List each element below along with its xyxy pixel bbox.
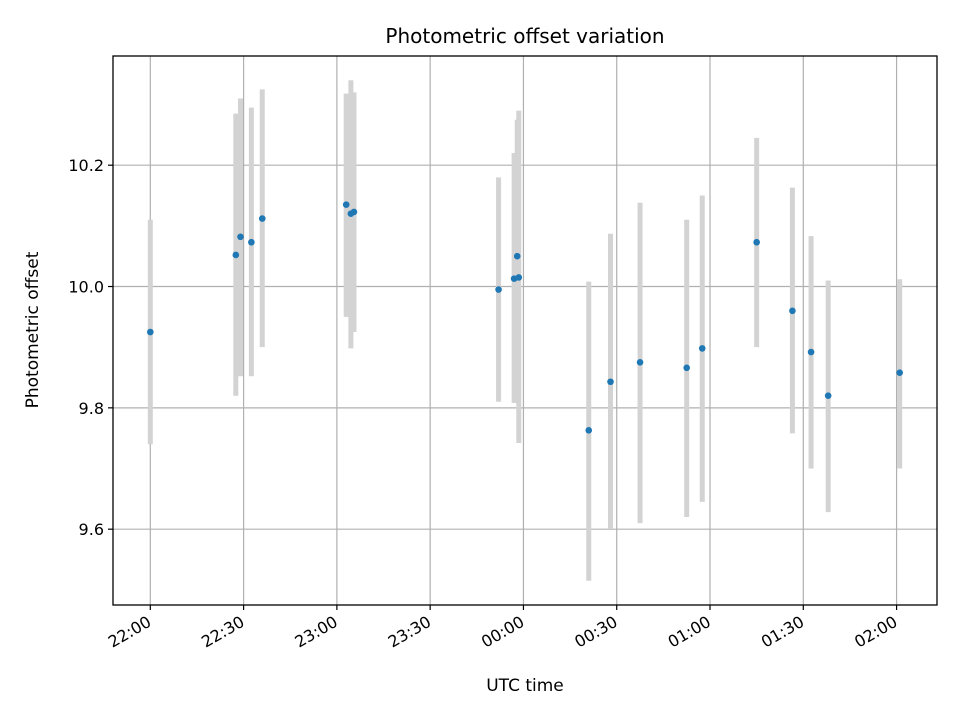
x-axis-label: UTC time — [486, 676, 564, 696]
data-point — [342, 201, 350, 208]
data-point — [495, 286, 502, 293]
data-point — [248, 238, 255, 246]
data-point — [232, 251, 240, 259]
data-point — [585, 426, 593, 434]
grid-lines — [113, 56, 937, 605]
data-point — [237, 233, 244, 241]
data-point — [789, 307, 796, 315]
data-point — [753, 238, 760, 246]
data-point — [636, 359, 644, 366]
y-tick-label: 9.6 — [79, 520, 104, 539]
data-point — [807, 348, 815, 356]
data-point — [147, 328, 154, 336]
y-axis-label: Photometric offset — [23, 251, 43, 408]
data-point — [258, 215, 266, 222]
y-tick-label: 10.0 — [68, 278, 104, 297]
data-point — [515, 274, 523, 281]
data-point — [607, 378, 614, 386]
chart-title: Photometric offset variation — [385, 24, 664, 48]
y-tick-label: 9.8 — [79, 399, 104, 418]
data-point — [513, 252, 521, 260]
y-tick-label: 10.2 — [68, 156, 104, 175]
data-point — [896, 369, 903, 376]
data-point — [350, 208, 358, 216]
axis-ticks — [108, 164, 898, 610]
data-point — [683, 364, 690, 372]
plot-frame — [112, 55, 938, 606]
data-points — [147, 201, 903, 434]
data-point — [698, 345, 706, 352]
data-point — [824, 392, 832, 400]
